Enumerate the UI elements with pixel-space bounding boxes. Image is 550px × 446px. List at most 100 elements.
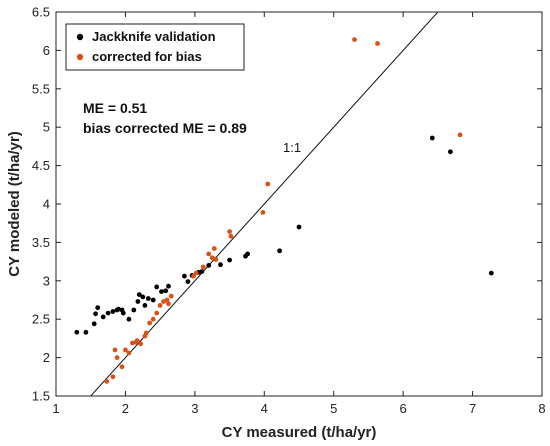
data-point: [105, 310, 111, 316]
data-point: [147, 320, 153, 326]
data-point: [157, 303, 163, 308]
y-tick-label: 6: [43, 43, 50, 58]
data-point: [150, 316, 156, 322]
data-point: [154, 310, 160, 316]
data-point: [211, 246, 217, 251]
data-point: [123, 347, 128, 353]
data-point: [296, 224, 302, 230]
data-point: [191, 273, 196, 279]
reference-line-layer: [90, 12, 439, 396]
data-point: [206, 251, 212, 257]
series-jackknife-validation: [74, 135, 494, 335]
x-tick-label: 7: [469, 401, 476, 416]
y-axis-title: CY modeled (t/ha/yr): [6, 131, 23, 277]
data-point: [135, 299, 141, 304]
data-points: [74, 37, 494, 384]
data-point: [143, 330, 149, 336]
legend-box: [65, 23, 245, 71]
data-point: [95, 305, 101, 311]
data-point: [91, 321, 97, 327]
y-tick-label: 3: [43, 273, 50, 288]
data-point: [185, 279, 191, 284]
x-tick-label: 1: [52, 401, 59, 416]
data-point: [193, 270, 199, 276]
data-point: [488, 270, 494, 276]
data-point: [182, 273, 187, 279]
series-corrected-for-bias: [104, 37, 463, 384]
one-to-one-label: 1:1: [283, 140, 301, 155]
x-tick-label: 5: [330, 401, 337, 416]
y-tick-label: 2.5: [32, 312, 50, 327]
data-point: [120, 310, 126, 316]
x-tick-label: 4: [261, 401, 268, 416]
data-point: [131, 307, 137, 313]
data-point: [457, 132, 463, 138]
data-point: [228, 233, 234, 239]
data-point: [119, 364, 125, 370]
y-tick-label: 4: [43, 197, 50, 212]
data-point: [126, 350, 132, 356]
y-tick-label: 3.5: [32, 235, 50, 250]
x-axis-title: CY measured (t/ha/yr): [222, 424, 377, 441]
data-point: [227, 229, 233, 235]
data-point: [110, 374, 116, 380]
plot-frame: [55, 11, 543, 397]
plot-area: [56, 12, 542, 396]
y-tick-label: 2: [43, 350, 50, 365]
y-tick-label: 5: [43, 120, 50, 135]
data-point: [199, 269, 205, 274]
data-point: [375, 41, 380, 46]
data-point: [150, 297, 156, 303]
x-tick-label: 3: [191, 401, 198, 416]
y-tick-label: 4.5: [32, 158, 50, 173]
legend-label-jackknife: Jackknife validation: [92, 29, 216, 44]
data-point: [142, 303, 148, 308]
one-to-one-line: [90, 12, 439, 396]
y-tick-label: 6.5: [32, 5, 50, 20]
data-point: [218, 262, 223, 268]
data-point: [83, 329, 89, 335]
annotation-me: ME = 0.51: [83, 100, 147, 116]
data-point: [164, 297, 170, 303]
data-point: [159, 289, 164, 294]
data-point: [74, 329, 80, 335]
data-point: [138, 341, 144, 347]
data-point: [145, 296, 151, 301]
data-point: [126, 316, 132, 322]
data-point: [277, 248, 282, 254]
data-point: [206, 263, 212, 268]
data-point: [260, 210, 266, 215]
data-point: [93, 311, 98, 317]
data-point: [110, 309, 116, 314]
data-point: [163, 288, 169, 294]
data-point: [429, 135, 435, 141]
data-point: [104, 379, 110, 384]
x-tick-label: 2: [122, 401, 129, 416]
data-point: [140, 294, 146, 300]
legend-label-corrected: corrected for bias: [92, 49, 202, 64]
data-point: [114, 355, 120, 360]
legend-marker-corrected: [76, 53, 84, 61]
data-point: [213, 256, 219, 262]
data-point: [166, 283, 171, 289]
y-tick-label: 5.5: [32, 81, 50, 96]
data-point: [448, 149, 453, 155]
data-point: [166, 301, 171, 307]
data-point: [136, 292, 142, 297]
data-point: [265, 181, 271, 187]
data-point: [352, 37, 357, 42]
annotation-bias-corrected-me: bias corrected ME = 0.89: [83, 120, 247, 136]
x-tick-label: 8: [538, 401, 545, 416]
legend-marker-jackknife: [76, 33, 84, 41]
data-point: [168, 293, 174, 299]
data-point: [112, 347, 118, 353]
data-point: [134, 338, 140, 344]
data-point: [154, 284, 160, 290]
data-point: [100, 314, 106, 320]
data-point: [200, 264, 206, 270]
x-tick-label: 6: [400, 401, 407, 416]
data-point: [227, 257, 233, 263]
y-tick-label: 1.5: [32, 389, 50, 404]
legend: Jackknife validation corrected for bias: [65, 23, 245, 71]
